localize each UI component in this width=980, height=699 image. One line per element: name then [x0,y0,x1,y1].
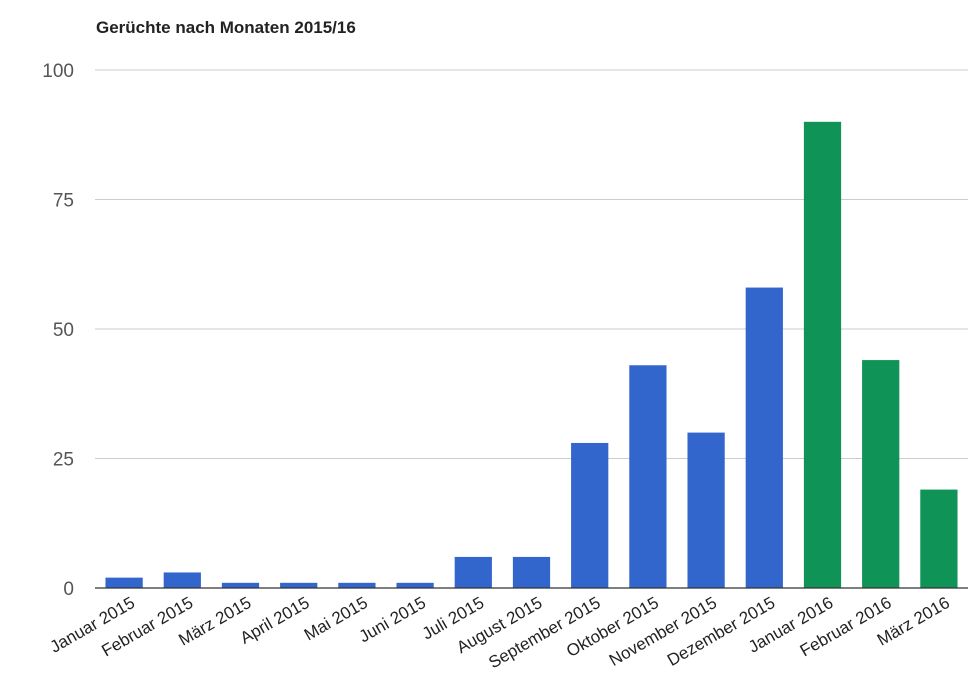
y-tick-label: 75 [53,191,74,212]
bar [803,121,842,589]
bar [105,577,143,588]
x-tick-label: Juni 2015 [356,593,429,646]
y-tick-label: 100 [42,61,74,82]
bar [163,572,201,588]
bar [280,582,318,588]
y-tick-label: 0 [63,579,74,600]
bars [105,121,958,589]
bar [687,432,725,588]
bar [745,287,783,588]
bar [396,582,434,588]
bar [512,556,551,588]
bar [454,556,492,588]
chart-title: Gerüchte nach Monaten 2015/16 [96,18,356,37]
bar [338,582,376,588]
bar [221,582,260,588]
bar [571,442,609,588]
bar [862,360,900,588]
bar [629,365,667,588]
bar [920,489,958,588]
y-axis-ticks: 0 25 50 75 100 [42,61,74,600]
y-tick-label: 50 [53,320,74,341]
y-tick-label: 25 [53,450,74,471]
